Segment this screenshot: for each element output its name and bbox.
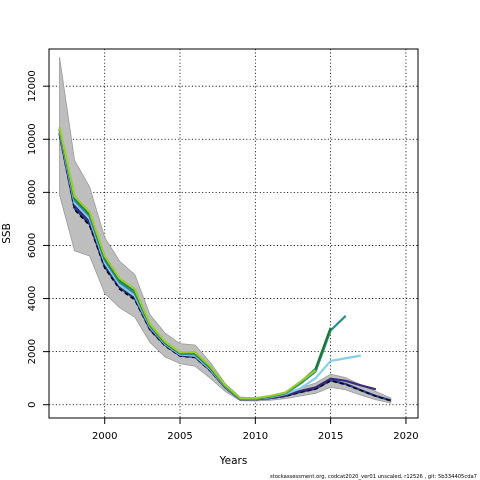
x-tick-label: 2005 — [167, 431, 192, 442]
x-tick-label: 2000 — [92, 431, 117, 442]
x-tick-label: 2010 — [243, 431, 268, 442]
y-tick-label: 0 — [27, 402, 38, 408]
x-tick-label: 2015 — [318, 431, 343, 442]
series-layer — [58, 127, 392, 402]
footer-credit: stockassessment.org, codcat2020_ver01 un… — [270, 474, 477, 480]
x-axis: 2000 2005 2010 2015 2020 — [92, 418, 419, 442]
y-tick-label: 4000 — [27, 286, 38, 311]
y-tick-label: 12000 — [27, 70, 38, 102]
confidence-band-layer — [59, 56, 392, 404]
y-axis-title: SSB — [1, 223, 13, 244]
y-tick-label: 10000 — [27, 123, 38, 155]
grid — [49, 49, 418, 418]
x-tick-label: 2020 — [393, 431, 418, 442]
y-axis: 0 2000 4000 6000 8000 10000 12000 — [27, 70, 49, 408]
x-axis-title: Years — [219, 455, 248, 467]
series-line-7 — [58, 127, 317, 400]
plot-frame — [48, 48, 419, 419]
y-tick-label: 8000 — [27, 180, 38, 205]
y-tick-label: 2000 — [27, 339, 38, 364]
y-tick-label: 6000 — [27, 233, 38, 258]
confidence-band — [59, 56, 392, 404]
